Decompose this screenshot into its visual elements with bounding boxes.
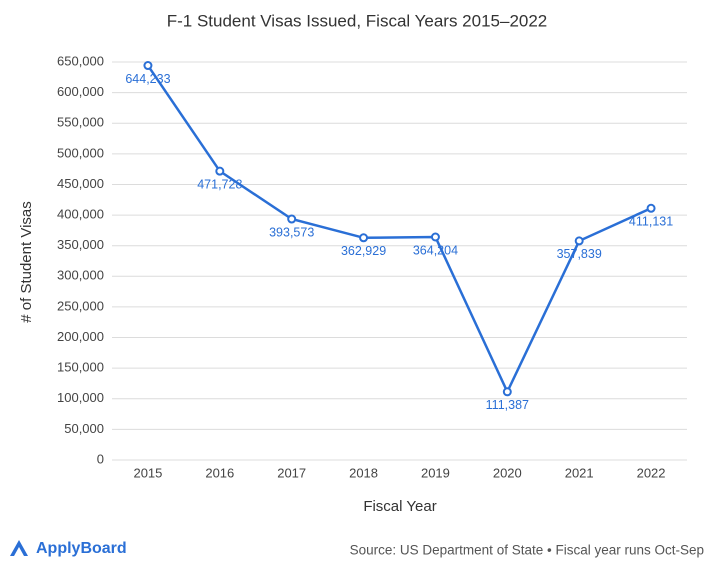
logo-icon-inner [14,547,24,556]
x-tick-label: 2017 [277,465,306,480]
x-tick-label: 2018 [349,465,378,480]
data-point [574,236,584,246]
y-tick-label: 50,000 [64,421,104,436]
y-tick-label: 150,000 [57,360,104,375]
brand-logo [10,540,28,556]
data-label: 393,573 [269,225,314,239]
y-axis-label: # of Student Visas [18,201,35,322]
data-point [430,232,440,242]
data-point [287,214,297,224]
data-label: 357,839 [557,247,602,261]
data-point [143,61,153,71]
source-note: Source: US Department of State • Fiscal … [350,543,704,558]
data-line [146,64,652,395]
y-tick-label: 200,000 [57,329,104,344]
y-tick-label: 500,000 [57,145,104,160]
x-tick-label: 2015 [133,465,162,480]
y-tick-label: 250,000 [57,298,104,313]
y-tick-label: 0 [97,451,104,466]
y-tick-label: 350,000 [57,237,104,252]
x-tick-label: 2020 [493,465,522,480]
data-label: 471,728 [197,177,242,191]
data-label: 111,387 [486,398,529,412]
y-tick-label: 100,000 [57,390,104,405]
y-tick-label: 300,000 [57,268,104,283]
data-point [646,203,656,213]
brand-name: ApplyBoard [36,540,127,557]
y-tick-label: 650,000 [57,53,104,68]
x-axis-label: Fiscal Year [363,498,436,515]
chart-title: F-1 Student Visas Issued, Fiscal Years 2… [167,11,548,30]
data-point [215,166,225,176]
x-tick-label: 2016 [205,465,234,480]
data-point [359,233,369,243]
data-label: 411,131 [629,215,673,229]
y-tick-label: 400,000 [57,207,104,222]
y-tick-label: 550,000 [57,115,104,130]
data-label: 364,204 [413,243,458,257]
data-point [502,387,512,397]
x-tick-label: 2022 [637,465,666,480]
data-label: 644,233 [125,72,170,86]
x-tick-label: 2019 [421,465,450,480]
y-tick-label: 600,000 [57,84,104,99]
x-tick-label: 2021 [565,465,594,480]
data-label: 362,929 [341,244,386,258]
y-tick-label: 450,000 [57,176,104,191]
